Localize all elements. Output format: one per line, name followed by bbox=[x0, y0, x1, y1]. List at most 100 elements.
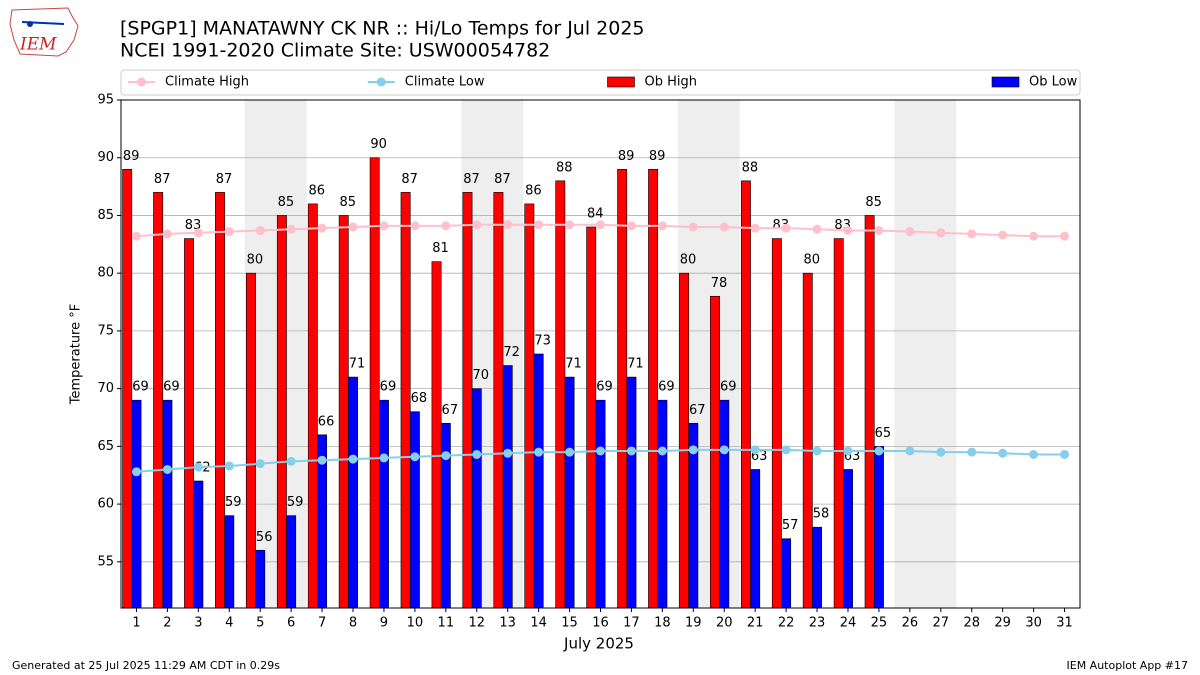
line-marker bbox=[967, 447, 977, 457]
x-tick-label: 28 bbox=[963, 616, 980, 631]
legend-label: Ob Low bbox=[1029, 75, 1078, 90]
x-tick-label: 9 bbox=[380, 616, 388, 631]
bar bbox=[719, 399, 730, 609]
line-marker bbox=[657, 446, 667, 456]
bar bbox=[215, 192, 225, 609]
line-marker bbox=[905, 227, 915, 237]
line-marker bbox=[255, 225, 265, 235]
line-marker bbox=[503, 448, 513, 458]
value-label: 71 bbox=[627, 357, 644, 372]
x-tick-label: 27 bbox=[933, 616, 950, 631]
bar bbox=[710, 295, 720, 609]
bar bbox=[833, 238, 844, 609]
line-marker bbox=[1029, 449, 1039, 459]
line-marker bbox=[781, 223, 791, 233]
y-tick-label: 80 bbox=[97, 266, 114, 281]
logo: IEM bbox=[9, 7, 79, 57]
value-label: 87 bbox=[401, 172, 418, 187]
value-label: 85 bbox=[278, 195, 295, 210]
value-label: 71 bbox=[565, 357, 582, 372]
x-tick-label: 10 bbox=[407, 616, 424, 631]
line-marker bbox=[1060, 231, 1070, 241]
value-label: 73 bbox=[534, 334, 551, 349]
value-label: 68 bbox=[411, 391, 428, 406]
x-tick-label: 29 bbox=[994, 616, 1011, 631]
line-marker bbox=[812, 224, 822, 234]
line-marker bbox=[565, 447, 575, 457]
value-label: 67 bbox=[442, 403, 459, 418]
bar bbox=[471, 388, 482, 609]
line-marker bbox=[162, 464, 172, 474]
bar bbox=[400, 192, 411, 609]
bar bbox=[679, 272, 689, 609]
y-tick-label: 85 bbox=[97, 208, 114, 223]
line-marker bbox=[131, 467, 141, 477]
bar bbox=[153, 192, 164, 609]
line-marker bbox=[348, 454, 358, 464]
line-marker bbox=[905, 446, 915, 456]
y-tick-label: 95 bbox=[97, 93, 114, 108]
value-label: 80 bbox=[803, 253, 820, 268]
x-tick-label: 20 bbox=[716, 616, 733, 631]
bar bbox=[184, 238, 194, 609]
bar bbox=[409, 411, 420, 609]
x-tick-label: 4 bbox=[225, 616, 233, 631]
x-tick-label: 8 bbox=[349, 616, 357, 631]
x-tick-label: 11 bbox=[438, 616, 455, 631]
line-marker bbox=[162, 229, 172, 239]
bar bbox=[555, 180, 566, 609]
line-marker bbox=[719, 222, 729, 232]
x-tick-label: 3 bbox=[194, 616, 202, 631]
bar bbox=[533, 353, 544, 609]
value-label: 69 bbox=[163, 380, 180, 395]
value-label: 89 bbox=[123, 149, 140, 164]
bar bbox=[131, 399, 142, 609]
x-tick-label: 23 bbox=[809, 616, 826, 631]
plot-frame bbox=[120, 99, 1081, 609]
line-marker bbox=[534, 220, 544, 230]
line-marker bbox=[967, 229, 977, 239]
line-marker bbox=[410, 221, 420, 231]
bar bbox=[255, 549, 266, 609]
x-tick-label: 19 bbox=[685, 616, 702, 631]
x-tick-label: 26 bbox=[902, 616, 919, 631]
line-marker bbox=[441, 221, 451, 231]
line-marker bbox=[936, 228, 946, 238]
x-tick-label: 17 bbox=[623, 616, 640, 631]
value-label: 87 bbox=[463, 172, 480, 187]
value-label: 87 bbox=[216, 172, 233, 187]
y-tick-label: 60 bbox=[97, 497, 114, 512]
x-tick-label: 25 bbox=[871, 616, 888, 631]
bar bbox=[812, 526, 822, 609]
line-marker bbox=[657, 221, 667, 231]
bar bbox=[626, 376, 637, 609]
bar bbox=[462, 192, 473, 609]
line-marker bbox=[255, 459, 265, 469]
line-marker bbox=[626, 446, 636, 456]
bar bbox=[873, 446, 884, 609]
line-marker bbox=[1060, 449, 1070, 459]
value-label: 69 bbox=[380, 380, 397, 395]
value-label: 85 bbox=[865, 195, 882, 210]
value-label: 88 bbox=[556, 160, 573, 175]
x-tick-label: 7 bbox=[318, 616, 326, 631]
line-marker bbox=[472, 449, 482, 459]
x-tick-label: 2 bbox=[163, 616, 171, 631]
value-label: 59 bbox=[287, 495, 304, 510]
bar bbox=[276, 215, 287, 609]
line-marker bbox=[224, 461, 234, 471]
value-label: 69 bbox=[720, 380, 737, 395]
bar bbox=[307, 203, 318, 609]
chart-title: [SPGP1] MANATAWNY CK NR :: Hi/Lo Temps f… bbox=[120, 18, 645, 40]
bar bbox=[771, 238, 782, 609]
legend-marker bbox=[137, 77, 146, 87]
legend-box bbox=[120, 69, 1081, 96]
y-tick-label: 65 bbox=[97, 439, 114, 454]
footer-left: Generated at 25 Jul 2025 11:29 AM CDT in… bbox=[12, 659, 280, 672]
line-marker bbox=[874, 225, 884, 235]
line-marker bbox=[688, 445, 698, 455]
line-marker bbox=[379, 453, 389, 463]
value-label: 67 bbox=[689, 403, 706, 418]
bar bbox=[502, 365, 513, 609]
